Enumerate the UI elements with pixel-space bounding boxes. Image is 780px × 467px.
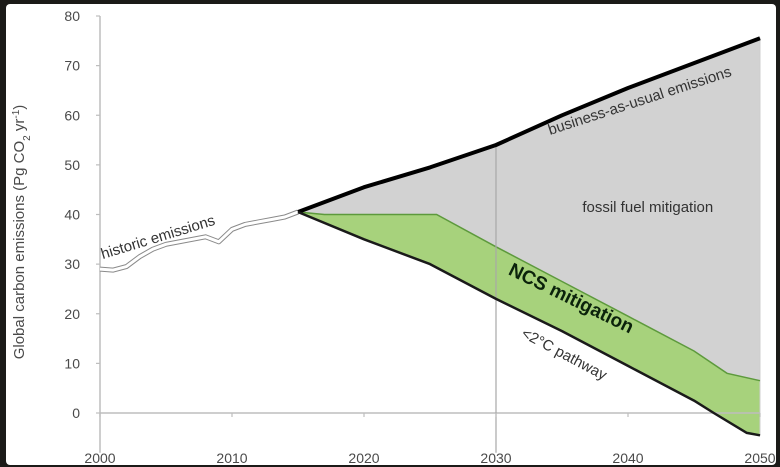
- series-2c-pathway: [297, 210, 761, 437]
- y-title-sub: 2: [22, 135, 33, 141]
- y-axis-title: Global carbon emissions (Pg CO2 yr-1): [11, 105, 33, 360]
- y-tick-label: 40: [64, 207, 80, 223]
- y-tick-label: 80: [64, 8, 80, 24]
- x-tick-label: 2000: [84, 450, 115, 466]
- y-tick-label: 30: [64, 256, 80, 272]
- y-tick-label: 20: [64, 306, 80, 322]
- x-tick-label: 2020: [348, 450, 379, 466]
- y-title-sup: -1: [11, 109, 22, 118]
- y-tick-label: 60: [64, 107, 80, 123]
- y-title-end: ): [11, 105, 28, 110]
- x-tick-label: 2010: [216, 450, 247, 466]
- y-tick-label: 0: [72, 405, 80, 421]
- annotation-fossil-fuel-mitigation: fossil fuel mitigation: [582, 199, 713, 216]
- y-title-main: Global carbon emissions (Pg CO: [11, 141, 28, 359]
- y-tick-label: 70: [64, 58, 80, 74]
- y-tick-label: 10: [64, 355, 80, 371]
- x-tick-label: 2050: [744, 450, 775, 466]
- ncs-upper-edge: [297, 211, 761, 382]
- series-historic-emissions: [99, 210, 299, 272]
- x-tick-label: 2030: [480, 450, 511, 466]
- y-title-mid: yr: [11, 119, 28, 136]
- y-tick-label: 50: [64, 157, 80, 173]
- series-business-as-usual: [297, 36, 761, 214]
- x-tick-label: 2040: [612, 450, 643, 466]
